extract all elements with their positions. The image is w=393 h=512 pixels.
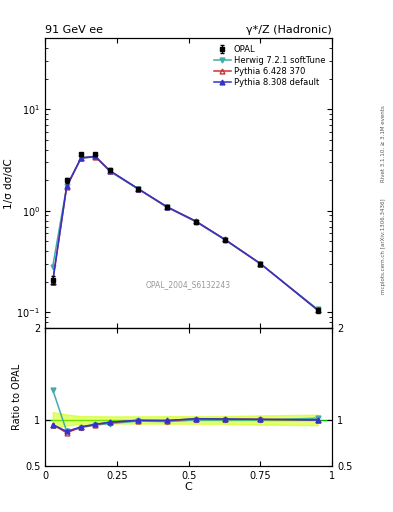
Pythia 8.308 default: [193, 218, 198, 224]
Text: OPAL_2004_S6132243: OPAL_2004_S6132243: [146, 280, 231, 289]
Pythia 6.428 370: [258, 261, 263, 267]
Text: γ*/Z (Hadronic): γ*/Z (Hadronic): [246, 25, 332, 35]
Legend: OPAL, Herwig 7.2.1 softTune, Pythia 6.428 370, Pythia 8.308 default: OPAL, Herwig 7.2.1 softTune, Pythia 6.42…: [211, 42, 328, 90]
Line: Pythia 8.308 default: Pythia 8.308 default: [50, 154, 320, 312]
Herwig 7.2.1 softTune: [107, 168, 112, 175]
Pythia 8.308 default: [64, 183, 69, 189]
Pythia 8.308 default: [79, 155, 83, 161]
Pythia 8.308 default: [315, 307, 320, 313]
Herwig 7.2.1 softTune: [193, 219, 198, 225]
Herwig 7.2.1 softTune: [50, 264, 55, 270]
Herwig 7.2.1 softTune: [315, 306, 320, 312]
Pythia 8.308 default: [222, 236, 227, 242]
Pythia 6.428 370: [193, 218, 198, 224]
Herwig 7.2.1 softTune: [258, 261, 263, 267]
Pythia 8.308 default: [165, 204, 169, 210]
Pythia 6.428 370: [79, 155, 83, 161]
Herwig 7.2.1 softTune: [165, 204, 169, 210]
Y-axis label: 1/σ dσ/dC: 1/σ dσ/dC: [4, 158, 14, 208]
Pythia 6.428 370: [64, 184, 69, 190]
Line: Pythia 6.428 370: Pythia 6.428 370: [50, 154, 320, 312]
Text: 91 GeV ee: 91 GeV ee: [45, 25, 103, 35]
Pythia 8.308 default: [258, 261, 263, 267]
Pythia 8.308 default: [136, 186, 141, 192]
Pythia 6.428 370: [136, 186, 141, 192]
Pythia 8.308 default: [107, 167, 112, 174]
Pythia 6.428 370: [93, 154, 98, 160]
Herwig 7.2.1 softTune: [93, 154, 98, 160]
Pythia 6.428 370: [107, 168, 112, 174]
Pythia 6.428 370: [50, 279, 55, 285]
Pythia 6.428 370: [222, 236, 227, 242]
Herwig 7.2.1 softTune: [79, 155, 83, 161]
Herwig 7.2.1 softTune: [222, 237, 227, 243]
Line: Herwig 7.2.1 softTune: Herwig 7.2.1 softTune: [50, 155, 320, 312]
Pythia 8.308 default: [93, 154, 98, 160]
Herwig 7.2.1 softTune: [136, 186, 141, 193]
Pythia 6.428 370: [165, 204, 169, 210]
Y-axis label: Ratio to OPAL: Ratio to OPAL: [12, 364, 22, 430]
Pythia 8.308 default: [50, 279, 55, 285]
X-axis label: C: C: [185, 482, 193, 492]
Text: Rivet 3.1.10, ≥ 3.1M events: Rivet 3.1.10, ≥ 3.1M events: [381, 105, 386, 182]
Pythia 6.428 370: [315, 307, 320, 313]
Text: mcplots.cern.ch [arXiv:1306.3436]: mcplots.cern.ch [arXiv:1306.3436]: [381, 198, 386, 293]
Herwig 7.2.1 softTune: [64, 183, 69, 189]
